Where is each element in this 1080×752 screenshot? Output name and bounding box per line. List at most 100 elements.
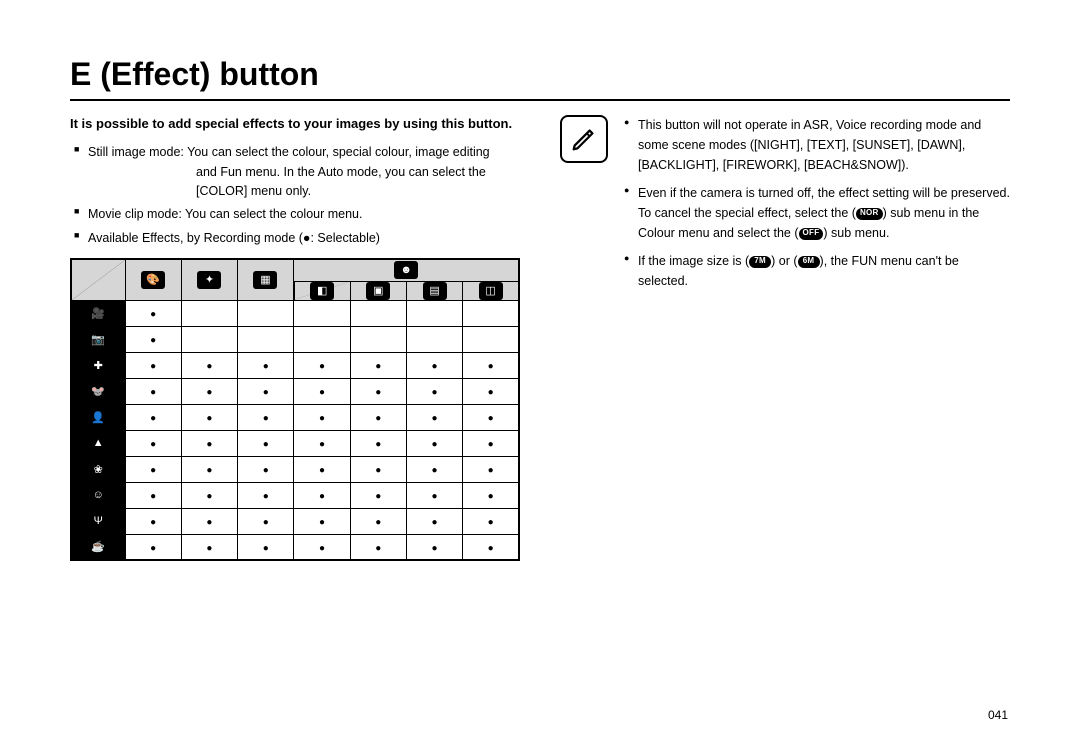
table-cell: ● [238,534,294,560]
table-cell: ● [125,534,181,560]
table-cell: ● [125,430,181,456]
table-cell [350,300,406,326]
table-row: Ψ●●●●●●● [71,508,519,534]
table-cell [238,326,294,352]
table-cell: ● [294,378,350,404]
table-cell [238,300,294,326]
table-cell: ● [463,508,519,534]
table-cell: ● [294,430,350,456]
list-item: Available Effects, by Recording mode (●:… [74,229,520,248]
bullet-lead: Still image mode: [88,145,184,159]
table-cell: ● [350,456,406,482]
table-cell: ● [125,508,181,534]
mode-icon: 👤 [88,409,108,425]
table-cell: ● [406,482,462,508]
bullet-text: Available Effects, by Recording mode (●:… [88,231,380,245]
bullet-text: You can select the colour, special colou… [187,145,490,159]
mode-icon-cell: 📷 [71,326,125,352]
table-cell: ● [181,534,237,560]
table-cell: ● [350,352,406,378]
spark-icon: ✦ [197,271,221,289]
table-cell [294,326,350,352]
table-cell: ● [181,404,237,430]
nor-pill-icon: NOR [856,208,883,220]
table-cell: ● [181,456,237,482]
adjust-icon: ▦ [253,271,277,289]
col-subheader: ▣ [350,281,406,300]
list-item: This button will not operate in ASR, Voi… [624,115,1010,175]
table-cell: ● [294,482,350,508]
list-item: Still image mode: You can select the col… [74,143,520,201]
table-cell: ● [350,508,406,534]
page-number: 041 [988,708,1008,722]
table-cell: ● [125,378,181,404]
mode-icon-cell: ☺ [71,482,125,508]
table-cell: ● [463,404,519,430]
6m-pill-icon: 6M [798,256,820,268]
table-corner [71,259,125,300]
composite-icon: ▣ [366,282,390,300]
list-item: If the image size is (7M) or (6M), the F… [624,251,1010,291]
table-cell: ● [125,404,181,430]
table-row: ❀●●●●●●● [71,456,519,482]
col-subheader: ▤ [406,281,462,300]
off-pill-icon: OFF [799,228,824,240]
mode-icon: 📷 [88,331,108,347]
table-cell: ● [463,430,519,456]
mode-icon: 🐭 [88,383,108,399]
mode-icon: ☕ [88,539,108,555]
table-cell: ● [181,508,237,534]
table-cell: ● [238,482,294,508]
table-row: 🐭●●●●●●● [71,378,519,404]
table-cell [406,300,462,326]
table-cell [294,300,350,326]
table-cell: ● [406,534,462,560]
table-cell: ● [406,508,462,534]
table-cell: ● [463,456,519,482]
table-row: ▲●●●●●●● [71,430,519,456]
table-row: 📷● [71,326,519,352]
intro-text: It is possible to add special effects to… [70,115,520,133]
table-cell: ● [406,378,462,404]
table-cell: ● [181,482,237,508]
table-cell: ● [350,430,406,456]
bullet-text: and Fun menu. In the Auto mode, you can … [88,163,520,182]
list-item: Movie clip mode: You can select the colo… [74,205,520,224]
col-header-fun: ☻ [294,259,519,281]
table-cell: ● [125,326,181,352]
mode-icon-cell: ✚ [71,352,125,378]
bullet-lead: Movie clip mode: [88,207,182,221]
table-cell: ● [125,300,181,326]
mode-icon-cell: Ψ [71,508,125,534]
table-cell: ● [294,352,350,378]
table-cell: ● [350,404,406,430]
table-cell: ● [238,378,294,404]
table-cell [350,326,406,352]
col-header: ✦ [181,259,237,300]
note-block: This button will not operate in ASR, Voi… [560,115,1010,299]
table-row: ☕●●●●●●● [71,534,519,560]
table-cell [463,300,519,326]
table-cell: ● [350,378,406,404]
7m-pill-icon: 7M [749,256,771,268]
table-cell: ● [350,534,406,560]
table-cell: ● [238,456,294,482]
table-cell: ● [406,352,462,378]
table-row: ☺●●●●●●● [71,482,519,508]
col-subheader: ◫ [463,281,519,300]
table-cell: ● [406,456,462,482]
bullet-text: You can select the colour menu. [185,207,362,221]
table-cell: ● [294,456,350,482]
table-cell: ● [294,508,350,534]
fun-icon: ☻ [394,261,418,279]
table-cell: ● [181,378,237,404]
table-cell: ● [406,404,462,430]
mode-icon: 🎥 [88,305,108,321]
table-cell: ● [238,508,294,534]
table-cell [463,326,519,352]
page-title: E (Effect) button [70,56,1010,101]
table-cell: ● [294,404,350,430]
col-header: ▦ [238,259,294,300]
mode-icon: ☺ [88,487,108,503]
table-cell: ● [463,378,519,404]
